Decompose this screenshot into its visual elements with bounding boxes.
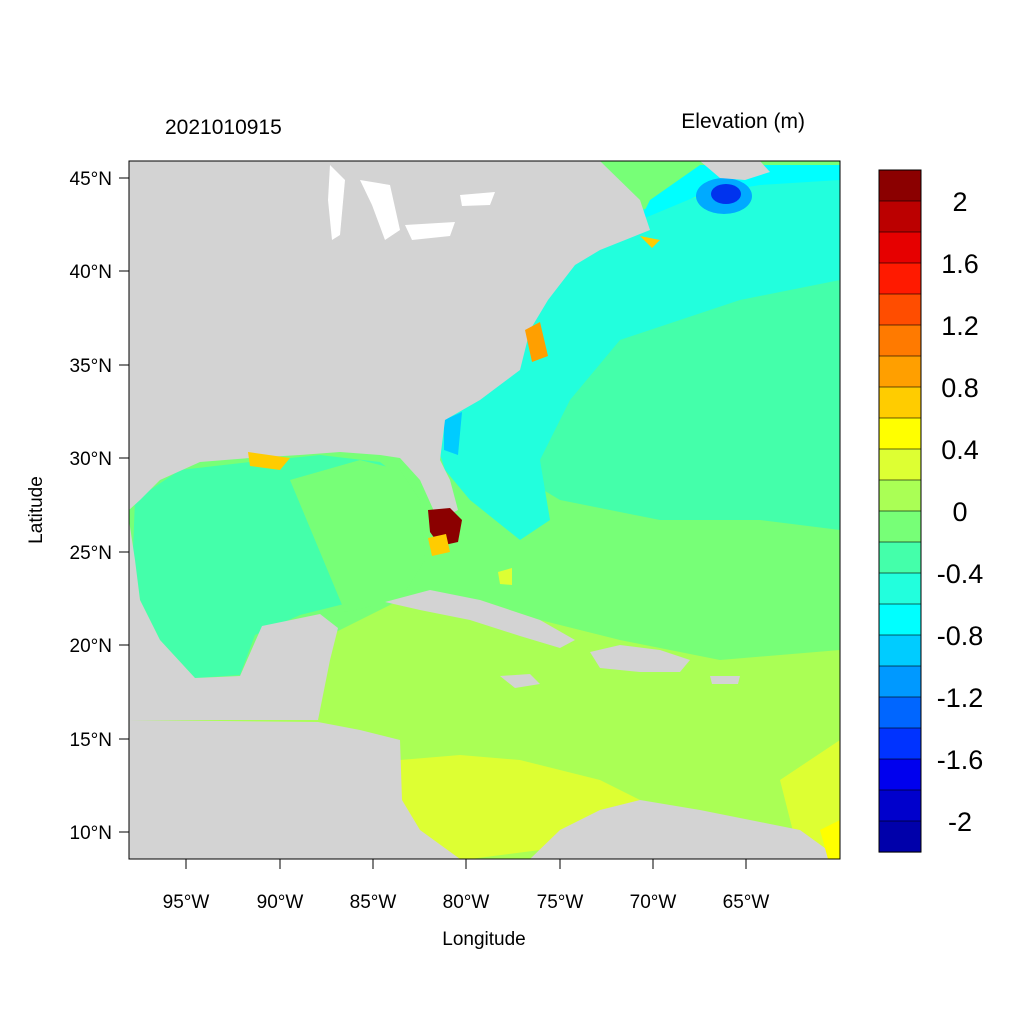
x-axis: 95°W 90°W 85°W 80°W 75°W 70°W 65°W Longi…: [163, 859, 770, 950]
colorbar-swatch: [878, 541, 922, 574]
x-tick-label: 80°W: [443, 892, 490, 913]
y-tick-label: 35°N: [70, 356, 112, 377]
colorbar-label: -2: [948, 807, 972, 837]
colorbar-labels: 2 1.6 1.2 0.8 0.4 0 -0.4 -0.8 -1.2 -1.6 -2: [937, 187, 984, 837]
colorbar-label: 0: [952, 497, 967, 527]
y-tick-label: 25°N: [70, 543, 112, 564]
colorbar-swatch: [878, 572, 922, 605]
colorbar-swatch: [878, 510, 922, 543]
date-label: 2021010915: [165, 116, 282, 139]
colorbar-swatch: [878, 262, 922, 295]
mexico-land: [129, 520, 338, 720]
central-america-land: [129, 720, 460, 859]
cuba-land: [385, 590, 575, 648]
colorbar-swatch: [878, 324, 922, 357]
colorbar-swatch: [878, 355, 922, 388]
colorbar-swatch: [878, 200, 922, 233]
colorbar-label: -1.6: [937, 745, 984, 775]
colorbar-label: 1.2: [941, 311, 979, 341]
north-america-land: [129, 161, 650, 520]
cape-cod-surge: [640, 236, 660, 248]
puerto-rico-land: [710, 676, 740, 684]
south-america-land: [530, 800, 840, 859]
colorbar-swatch: [878, 634, 922, 667]
x-tick-label: 90°W: [257, 892, 304, 913]
gulf-of-maine-zone: [640, 165, 840, 220]
y-tick-label: 45°N: [70, 169, 112, 190]
x-tick-label: 85°W: [350, 892, 397, 913]
louisiana-coast-surge: [248, 452, 290, 470]
lake-erie: [405, 222, 455, 240]
y-tick-label: 10°N: [70, 823, 112, 844]
jamaica-land: [500, 674, 540, 688]
y-axis: 45°N 40°N 35°N 30°N 25°N 20°N 15°N 10°N …: [26, 169, 129, 844]
atlantic-zone-deep-neg: [400, 165, 840, 540]
colorbar-swatch: [878, 293, 922, 326]
lake-michigan: [328, 165, 345, 240]
colorbar-label: -1.2: [937, 683, 984, 713]
colorbar-swatch: [878, 727, 922, 760]
x-tick-label: 70°W: [630, 892, 677, 913]
nova-scotia-land: [700, 161, 770, 180]
colorbar: [878, 169, 922, 853]
colorbar-frame: [878, 169, 922, 853]
x-tick-label: 95°W: [163, 892, 210, 913]
y-axis-label: Latitude: [26, 476, 47, 544]
outer-banks-surge: [525, 322, 548, 362]
eastern-gulf-zone: [290, 460, 425, 612]
colorbar-label: -0.4: [937, 559, 984, 589]
colorbar-swatch: [878, 696, 922, 729]
y-tick-label: 20°N: [70, 636, 112, 657]
y-tick-label: 30°N: [70, 449, 112, 470]
colorbar-swatch: [878, 417, 922, 450]
colorbar-swatch: [878, 479, 922, 512]
variable-label: Elevation (m): [681, 110, 805, 133]
map-panel: [129, 161, 840, 859]
colorbar-swatch: [878, 386, 922, 419]
y-tick-label: 40°N: [70, 262, 112, 283]
colorbar-swatch: [878, 169, 922, 202]
colorbar-label: 0.8: [941, 373, 979, 403]
colorbar-swatch: [878, 789, 922, 822]
colorbar-label: 2: [952, 187, 967, 217]
map-frame: [128, 160, 841, 860]
coastal-low-florida: [444, 412, 462, 455]
colorbar-label: 1.6: [941, 249, 979, 279]
colorbar-swatch: [878, 758, 922, 791]
colorbar-swatch: [878, 820, 922, 853]
colorbar-swatch: [878, 603, 922, 636]
x-tick-label: 75°W: [537, 892, 584, 913]
bahamas-zone: [498, 568, 512, 585]
low-anomaly-inner: [711, 184, 741, 204]
lake-ontario: [460, 192, 495, 206]
florida-keys-surge: [428, 534, 450, 556]
colorbar-label: -0.8: [937, 621, 984, 651]
lake-huron: [360, 180, 400, 240]
colorbar-swatch: [878, 448, 922, 481]
x-axis-label: Longitude: [442, 929, 525, 950]
colorbar-label: 0.4: [941, 435, 979, 465]
x-tick-label: 65°W: [723, 892, 770, 913]
colorbar-swatch: [878, 665, 922, 698]
venezuela-coast-zone: [820, 820, 840, 859]
hispaniola-land: [590, 645, 690, 672]
colorbar-swatch: [878, 231, 922, 264]
y-tick-label: 15°N: [70, 730, 112, 751]
